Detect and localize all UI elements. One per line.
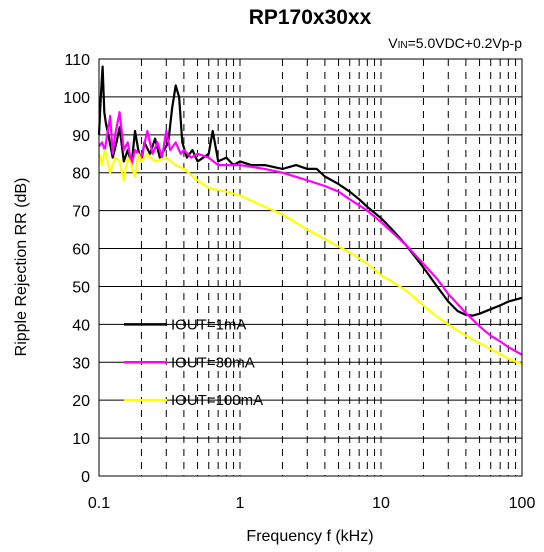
series-layer <box>97 65 523 366</box>
y-axis-label: Ripple Rejection RR (dB) <box>13 178 30 357</box>
y-tick-label: 40 <box>72 317 90 334</box>
y-tick-label: 0 <box>81 469 90 486</box>
series-line-1 <box>97 65 523 317</box>
series-line-3 <box>97 148 523 366</box>
legend-label-3: IOUT=100mA <box>171 392 263 409</box>
y-tick-label: 70 <box>72 204 90 221</box>
series-line-2 <box>98 111 523 356</box>
legend: IOUT=1mA IOUT=30mA IOUT=100mA <box>124 316 263 409</box>
subtitle-subscript: IN <box>398 40 408 51</box>
chart-title: RP170x30xx <box>249 6 372 29</box>
y-tick-label: 90 <box>72 128 90 145</box>
grid <box>99 59 522 476</box>
plot-frame <box>98 58 523 477</box>
legend-label-1: IOUT=1mA <box>171 316 246 333</box>
legend-label-2: IOUT=30mA <box>171 354 255 371</box>
x-axis-label: Frequency f (kHz) <box>246 528 373 545</box>
y-tick-label: 100 <box>63 90 90 107</box>
x-tick-label: 100 <box>509 495 536 512</box>
y-tick-label: 110 <box>64 52 90 69</box>
subtitle-prefix: V <box>388 35 398 51</box>
chart-subtitle: VIN=5.0VDC+0.2Vp-p <box>388 35 522 51</box>
y-tick-label: 10 <box>72 431 90 448</box>
x-tick-label: 10 <box>372 495 390 512</box>
y-tick-label: 60 <box>72 242 90 259</box>
y-tick-label: 80 <box>72 166 90 183</box>
y-tick-label: 30 <box>72 355 90 372</box>
y-tick-label: 50 <box>72 279 90 296</box>
y-tick-label: 20 <box>72 393 90 410</box>
x-tick-label: 1 <box>236 495 245 512</box>
x-tick-label: 0.1 <box>88 495 110 512</box>
subtitle-suffix: =5.0VDC+0.2Vp-p <box>408 35 523 51</box>
